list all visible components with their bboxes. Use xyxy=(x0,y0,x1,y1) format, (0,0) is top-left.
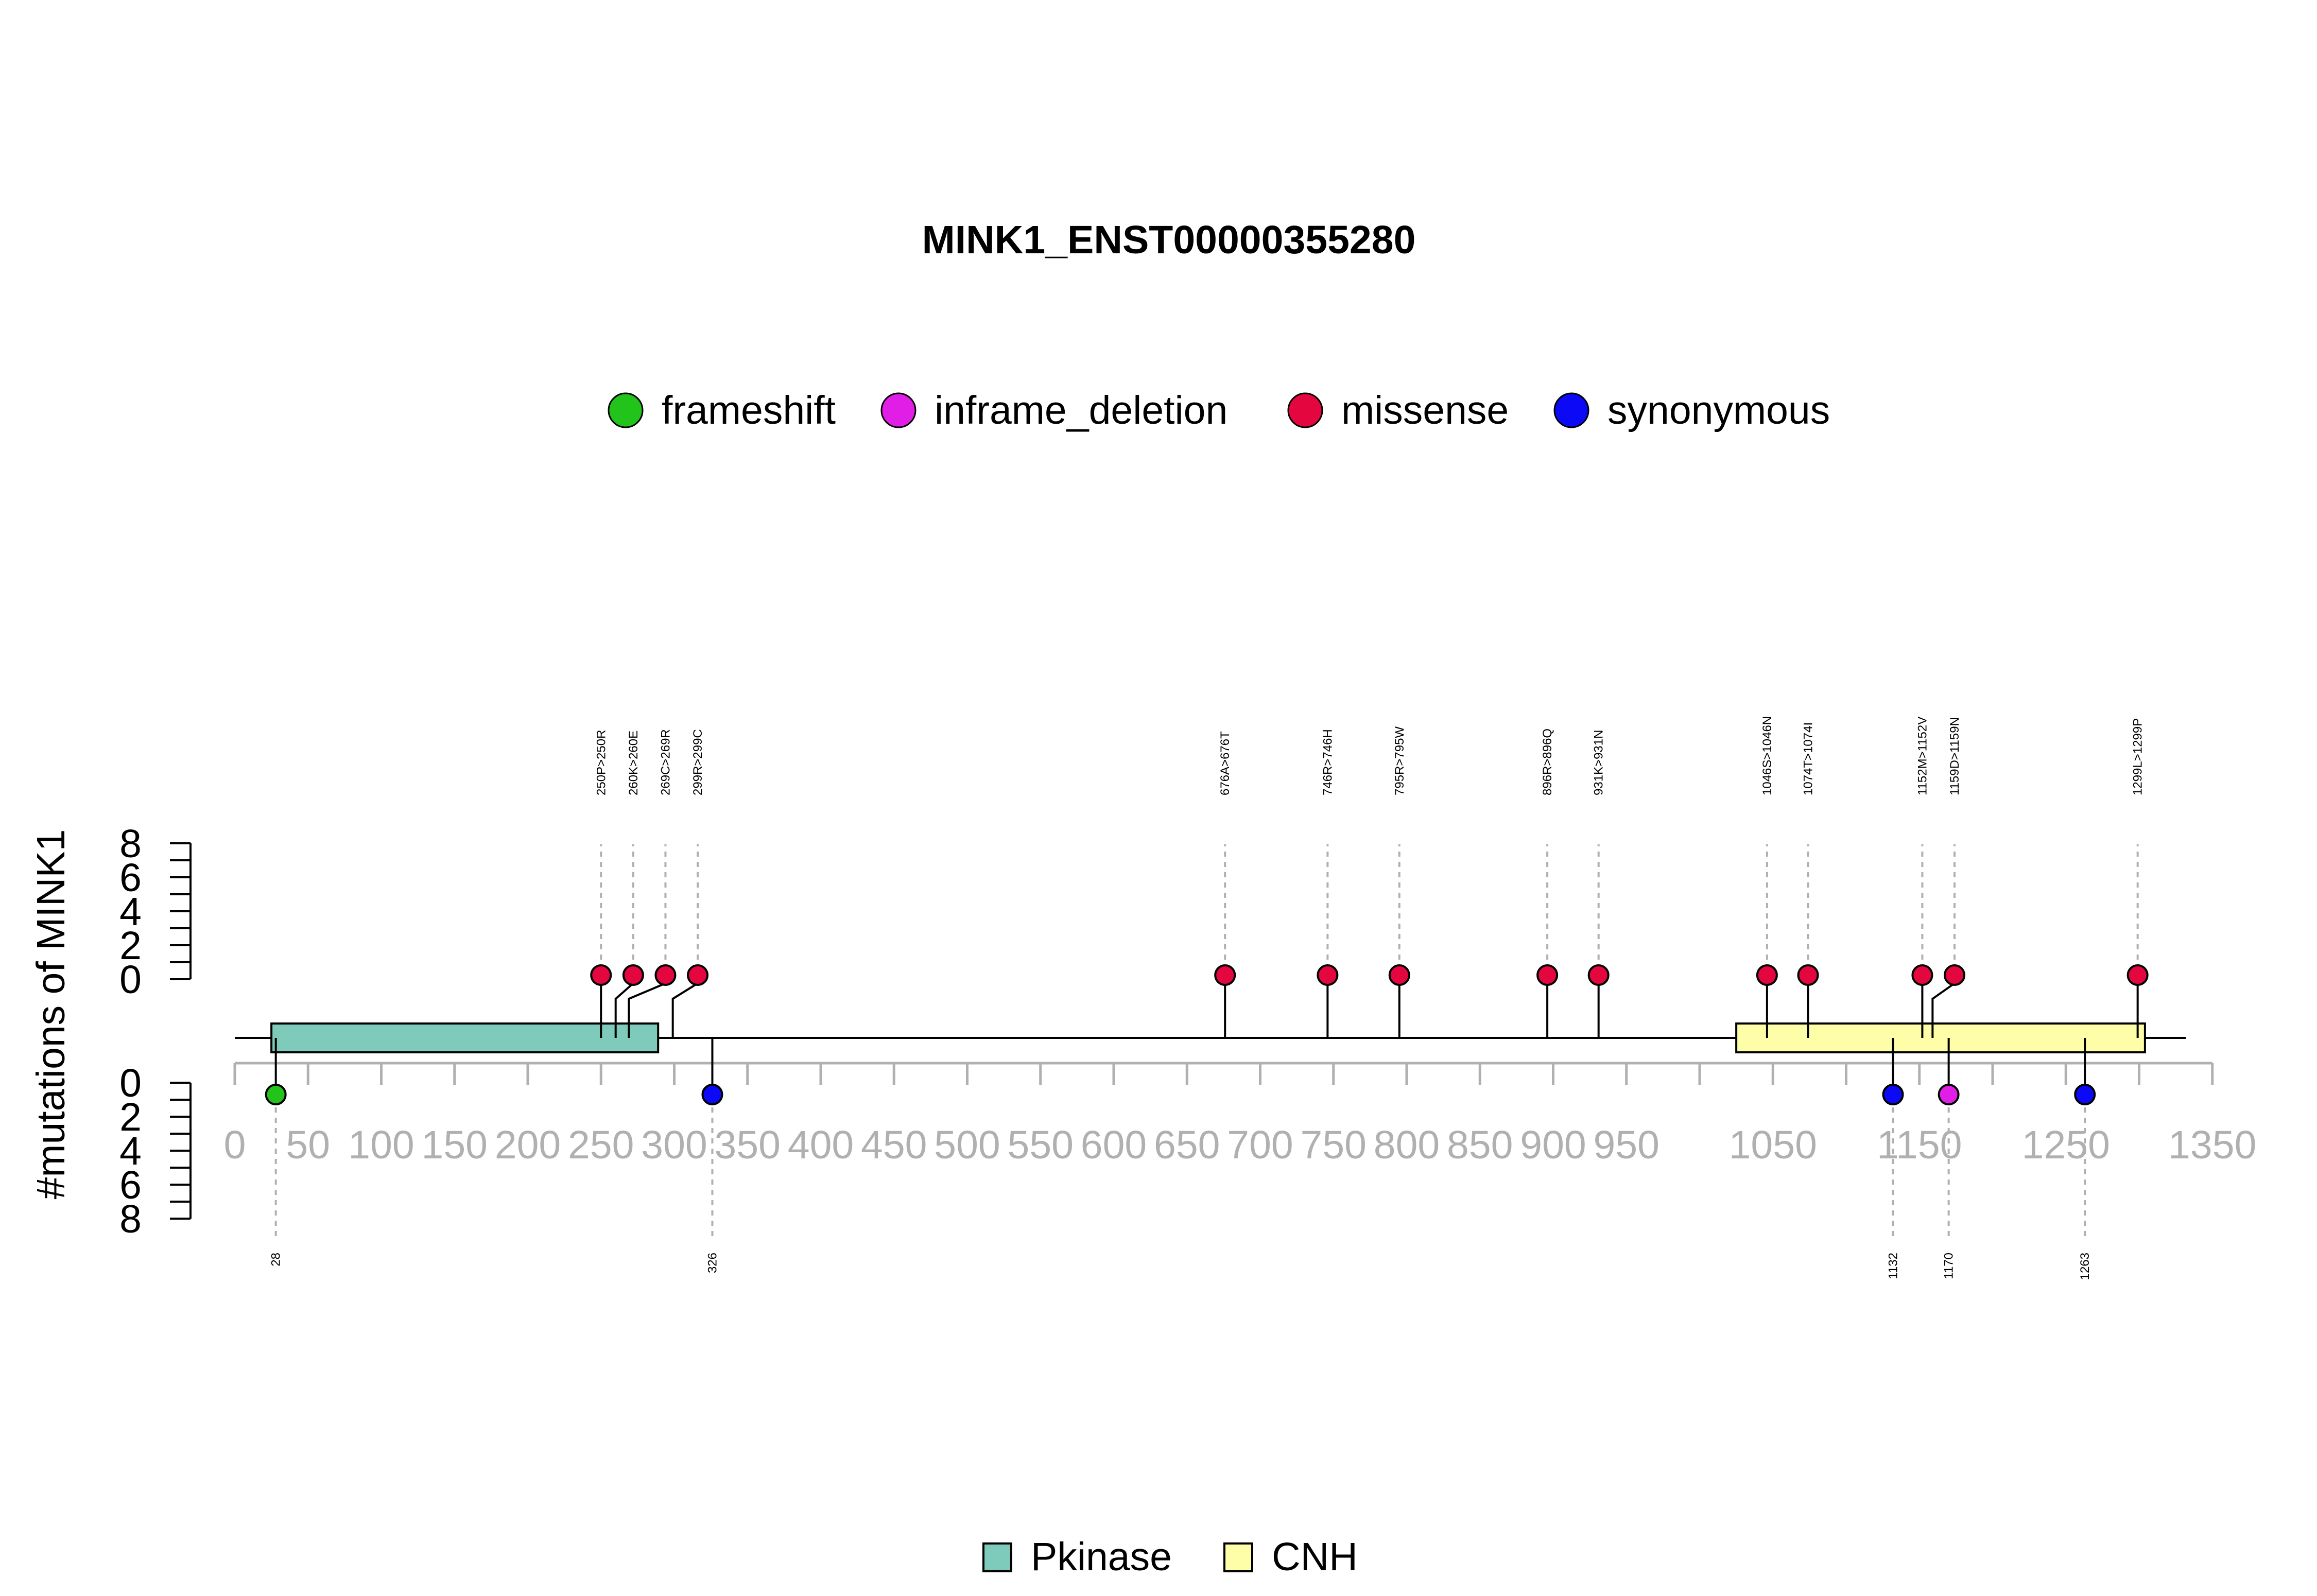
x-tick-label: 750 xyxy=(1301,1123,1367,1167)
lollipop-head-missense xyxy=(1756,964,1778,986)
lollipop-head-missense xyxy=(687,964,709,986)
x-tick-label: 300 xyxy=(641,1123,707,1167)
mutation-label: 28 xyxy=(269,1253,283,1267)
y-tick-label-top: 2 xyxy=(119,924,142,968)
legend-marker-synonymous xyxy=(1553,392,1589,428)
lollipop-head-missense xyxy=(654,964,677,986)
lollipop-head-missense xyxy=(1587,964,1610,986)
x-tick-label: 650 xyxy=(1154,1123,1220,1167)
x-tick-label: 850 xyxy=(1447,1123,1513,1167)
legend-label-synonymous: synonymous xyxy=(1607,388,1830,432)
y-tick-label-bottom: 4 xyxy=(119,1129,142,1173)
x-tick-label: 500 xyxy=(934,1123,1000,1167)
lollipop-head-synonymous xyxy=(701,1084,723,1105)
x-tick-label: 550 xyxy=(1008,1123,1074,1167)
y-tick-label-bottom: 8 xyxy=(119,1197,142,1241)
lollipop-head-synonymous xyxy=(1882,1084,1904,1105)
lollipop-head-missense xyxy=(590,964,612,986)
lollipop-head-missense xyxy=(2126,964,2149,986)
lollipop-head-missense xyxy=(1388,964,1410,986)
x-tick-label: 1350 xyxy=(2168,1123,2256,1167)
mutation-label: 269C>269R xyxy=(659,729,672,795)
mutation-lollipops: 250P>250R 260K>260E 269C>269R 299R>299C 676A… xyxy=(265,716,2149,1280)
x-tick-label: 150 xyxy=(422,1123,488,1167)
x-tick-label: 200 xyxy=(495,1123,561,1167)
domain-legend: Pkinase CNH xyxy=(982,1535,1358,1579)
lollipop-head-synonymous xyxy=(2074,1084,2096,1105)
x-tick-label: 400 xyxy=(788,1123,854,1167)
legend-label-inframe_deletion: inframe_deletion xyxy=(935,388,1227,432)
mutation-label: 1046S>1046N xyxy=(1760,716,1774,795)
x-tick-label: 250 xyxy=(568,1123,634,1167)
legend-label-cnh: CNH xyxy=(1272,1535,1358,1579)
lollipop-head-missense xyxy=(1536,964,1559,986)
mutation-label: 250P>250R xyxy=(594,730,608,795)
y-tick-label-top: 8 xyxy=(119,822,142,866)
mutation-label: 1132 xyxy=(1887,1253,1900,1279)
x-tick-label: 100 xyxy=(348,1123,414,1167)
domain-cnh xyxy=(1735,1022,2146,1053)
legend-label-frameshift: frameshift xyxy=(662,388,836,432)
mutation-label: 896R>896Q xyxy=(1541,728,1554,795)
lollipop-head-missense xyxy=(1911,964,1933,986)
lollipop-head-missense xyxy=(622,964,644,986)
x-tick-label: 0 xyxy=(224,1123,246,1167)
mutation-label: 1170 xyxy=(1942,1253,1956,1279)
lollipop-head-frameshift xyxy=(265,1084,287,1105)
mutation-label: 1299L>1299P xyxy=(2131,718,2145,795)
x-tick-label: 800 xyxy=(1374,1123,1440,1167)
mutation-label: 1159D>1159N xyxy=(1948,717,1962,795)
mutation-label: 931K>931N xyxy=(1592,730,1606,795)
lollipop-head-inframe_deletion xyxy=(1938,1084,1960,1105)
x-tick-label: 950 xyxy=(1594,1123,1659,1167)
lollipop-head-missense xyxy=(1214,964,1236,986)
legend-label-missense: missense xyxy=(1341,388,1509,432)
legend-swatch-pkinase xyxy=(982,1542,1012,1572)
chart-title: MINK1_ENST00000355280 xyxy=(922,218,1416,262)
y-tick-label-bottom: 6 xyxy=(119,1163,142,1207)
legend-marker-frameshift xyxy=(608,392,644,428)
mutation-label: 746R>746H xyxy=(1321,729,1335,795)
x-tick-label: 1050 xyxy=(1729,1123,1817,1167)
legend-swatch-cnh xyxy=(1223,1542,1253,1572)
y-tick-label-bottom: 0 xyxy=(119,1061,142,1105)
mutation-label: 299R>299C xyxy=(691,729,705,795)
mutation-label: 326 xyxy=(705,1253,719,1273)
y-tick-label-top: 0 xyxy=(119,958,142,1002)
x-tick-label: 900 xyxy=(1520,1123,1586,1167)
y-tick-label-top: 4 xyxy=(119,890,142,934)
x-tick-label: 1250 xyxy=(2022,1123,2110,1167)
x-tick-label: 50 xyxy=(286,1123,330,1167)
lollipop-head-missense xyxy=(1944,964,1966,986)
x-tick-label: 600 xyxy=(1081,1123,1147,1167)
y-tick-label-top: 6 xyxy=(119,856,142,900)
axes: 0 50 100 150 200 250 300 350 400 450 500 550 600 650 7… xyxy=(119,822,2256,1241)
mutation-label: 1152M>1152V xyxy=(1915,717,1929,795)
lollipop-head-missense xyxy=(1797,964,1819,986)
mutation-label: 1263 xyxy=(2078,1253,2092,1280)
legend-label-pkinase: Pkinase xyxy=(1031,1535,1172,1579)
x-tick-label: 700 xyxy=(1227,1123,1293,1167)
legend-marker-inframe_deletion xyxy=(880,392,917,428)
x-tick-label: 450 xyxy=(861,1123,927,1167)
mutation-label: 1074T>1074I xyxy=(1802,722,1815,795)
y-tick-label-bottom: 2 xyxy=(119,1095,142,1139)
protein-domains xyxy=(235,1022,2186,1053)
legend-marker-missense xyxy=(1287,392,1323,428)
lollipop-head-missense xyxy=(1317,964,1339,986)
x-tick-label: 350 xyxy=(715,1123,781,1167)
mutation-label: 676A>676T xyxy=(1218,731,1232,795)
y-axis-label: #mutations of MINK1 xyxy=(29,829,73,1200)
mutation-label: 795R>795W xyxy=(1393,726,1407,795)
mutation-label: 260K>260E xyxy=(627,731,641,795)
domain-pkinase xyxy=(270,1022,660,1053)
mutation-type-legend: frameshift inframe_deletion missense synony… xyxy=(608,388,1830,432)
